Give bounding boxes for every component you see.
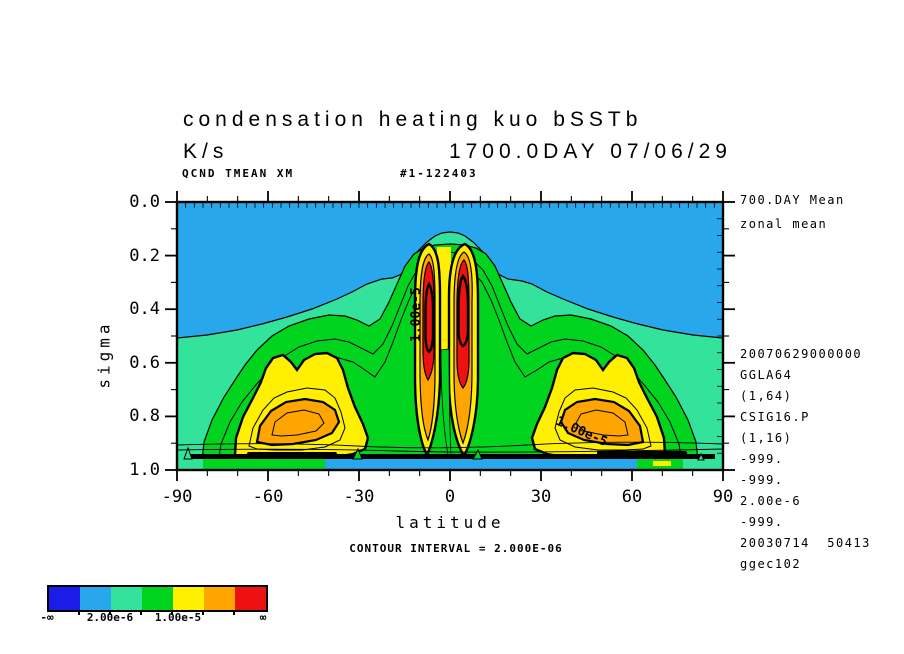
colorbar-label-inf: ∞ <box>259 611 267 624</box>
surface-strip-aqua-right <box>683 459 723 470</box>
colorbar-tick-1 <box>78 610 80 615</box>
colorbar-label-2e-6: 2.00e-6 <box>86 611 134 624</box>
colorbar-label-1e-5: 1.00e-5 <box>154 611 202 624</box>
surface-strip-skyblue <box>325 459 637 470</box>
small-closed-contour-2 <box>352 447 363 460</box>
colorbar-label-neg-inf: -∞ <box>40 611 54 624</box>
surface-thin-line-1 <box>176 441 724 449</box>
variable-label: QCND TMEAN XM <box>182 167 295 180</box>
meta-user-id: ggec102 <box>740 557 802 571</box>
datetime-label: 1700.0DAY 07/06/29 <box>448 140 732 163</box>
y-tick-1.0: 1.0 <box>129 460 160 480</box>
colorbar-tick-5 <box>202 610 204 615</box>
metadata-block: 20070629000000 GGLA64 (1,64) CSIG16.P (1… <box>740 344 871 575</box>
mean-period-note: 700.DAY Mean <box>740 193 845 207</box>
x-tick-0: 0 <box>444 487 456 507</box>
north-column-2e-5-thick <box>457 273 470 348</box>
y-tick-0.8: 0.8 <box>129 406 160 426</box>
south-midlat-line-1.2e-5 <box>248 387 346 451</box>
x-tick-30: 30 <box>530 487 552 507</box>
colorbar-tick-3 <box>140 610 142 615</box>
surface-yellow-patch <box>653 461 671 466</box>
zonal-mean-note: zonal mean <box>740 217 828 231</box>
surface-strip-green-left <box>203 459 325 470</box>
north-midlat-line-1.6e-5 <box>575 409 629 437</box>
contour-plot: 1.00e-5 1.00e-5 <box>165 191 735 481</box>
meta-missing-3: -999. <box>740 515 784 529</box>
meta-missing-1: -999. <box>740 452 784 466</box>
y-tick-0.2: 0.2 <box>129 246 160 266</box>
chart-title: condensation heating kuo bSSTb <box>183 108 643 131</box>
colorbar-seg-aqua <box>111 587 142 610</box>
x-axis-label: latitude <box>395 513 505 532</box>
y-axis-label: sigma <box>94 320 114 389</box>
colorbar-seg-red <box>235 587 266 610</box>
surface-thick-band-right <box>597 451 687 459</box>
x-tick--30: -30 <box>343 487 375 507</box>
surface-strip-aqua-left <box>177 459 203 470</box>
colorbar <box>47 585 268 612</box>
units-label: K/s <box>183 140 229 163</box>
meta-level-name: CSIG16.P <box>740 410 810 424</box>
y-tick-0.4: 0.4 <box>129 299 160 319</box>
colorbar-seg-blue <box>49 587 80 610</box>
meta-interval: 2.00e-6 <box>740 494 802 508</box>
meta-grid-name: GGLA64 <box>740 368 793 382</box>
meta-date-code: 20030714 50413 <box>740 536 871 550</box>
meta-missing-2: -999. <box>740 473 784 487</box>
contour-label-center: 1.00e-5 <box>409 287 424 342</box>
x-tick-90: 90 <box>712 487 734 507</box>
axis-ticks <box>165 191 735 481</box>
south-midlat-line-1.6e-5 <box>271 409 325 437</box>
north-midlat-line-1.2e-5 <box>554 387 652 451</box>
y-tick-0.0: 0.0 <box>129 192 160 212</box>
colorbar-seg-orange <box>204 587 235 610</box>
x-tick--60: -60 <box>252 487 284 507</box>
x-tick--90: -90 <box>161 487 193 507</box>
run-id-label: #1-122403 <box>400 167 478 180</box>
north-midlat-orange <box>559 397 645 447</box>
meta-grid-dims: (1,64) <box>740 389 793 403</box>
colorbar-tick-6 <box>233 610 235 615</box>
colorbar-tick-4 <box>171 610 173 615</box>
surface-thick-band-left <box>247 452 337 459</box>
colorbar-seg-skyblue <box>80 587 111 610</box>
colorbar-tick-2 <box>109 610 111 615</box>
colorbar-seg-yellow <box>173 587 204 610</box>
meta-timestamp: 20070629000000 <box>740 347 863 361</box>
small-closed-contour-3 <box>472 448 483 460</box>
south-column-2e-5-thick <box>424 281 435 354</box>
x-tick-60: 60 <box>621 487 643 507</box>
meta-level-dims: (1,16) <box>740 431 793 445</box>
colorbar-seg-green <box>142 587 173 610</box>
small-closed-contour-1 <box>183 446 193 460</box>
contour-interval-note: CONTOUR INTERVAL = 2.000E-06 <box>349 542 563 555</box>
y-tick-0.6: 0.6 <box>129 353 160 373</box>
surface-thick-contour-band <box>185 454 715 459</box>
small-closed-contour-4 <box>697 452 705 461</box>
